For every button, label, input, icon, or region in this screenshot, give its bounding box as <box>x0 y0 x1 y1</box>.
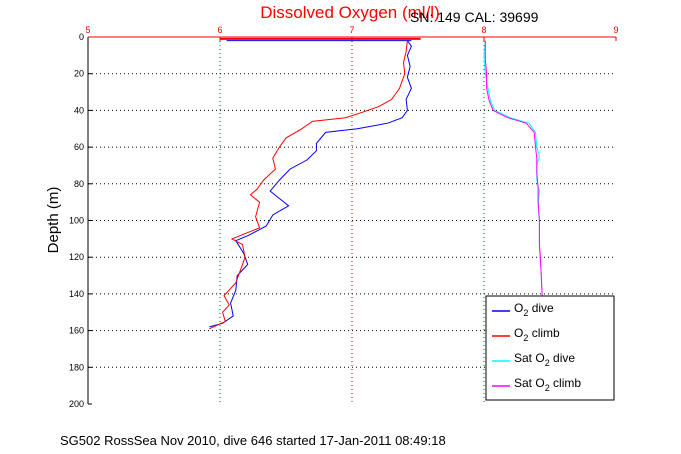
series-lines <box>209 37 543 330</box>
legend-label: O2 climb <box>514 326 560 343</box>
chart-footer: SG502 RossSea Nov 2010, dive 646 started… <box>60 433 446 448</box>
legend-label: Sat O2 dive <box>514 351 575 368</box>
x-tick-label: 8 <box>481 25 486 35</box>
y-tick-label: 200 <box>69 399 84 409</box>
grid <box>88 37 616 404</box>
series-line <box>209 40 412 328</box>
y-tick-label: 80 <box>74 179 84 189</box>
y-tick-label: 0 <box>79 32 84 42</box>
y-axis-label: Depth (m) <box>45 187 62 254</box>
x-tick-label: 7 <box>349 25 354 35</box>
x-tick-label: 5 <box>85 25 90 35</box>
series-line <box>483 40 543 313</box>
chart-title: Dissolved Oxygen (ml/l) <box>260 3 440 22</box>
y-tick-label: 120 <box>69 252 84 262</box>
x-tick-label: 9 <box>613 25 618 35</box>
y-tick-label: 160 <box>69 326 84 336</box>
legend-box <box>485 295 615 401</box>
y-tick-label: 40 <box>74 105 84 115</box>
series-line <box>484 40 543 313</box>
y-tick-label: 100 <box>69 216 84 226</box>
x-tick-label: 6 <box>217 25 222 35</box>
y-tick-label: 180 <box>69 362 84 372</box>
series-line <box>209 40 408 330</box>
legend-label: O2 dive <box>514 301 554 318</box>
y-tick-label: 20 <box>74 69 84 79</box>
chart-annotation: SN: 149 CAL: 39699 <box>410 9 539 25</box>
y-tick-label: 60 <box>74 142 84 152</box>
y-tick-label: 140 <box>69 289 84 299</box>
legend: O2 dive O2 climb Sat O2 dive Sat O2 climb <box>485 295 615 401</box>
legend-label: Sat O2 climb <box>514 376 581 393</box>
